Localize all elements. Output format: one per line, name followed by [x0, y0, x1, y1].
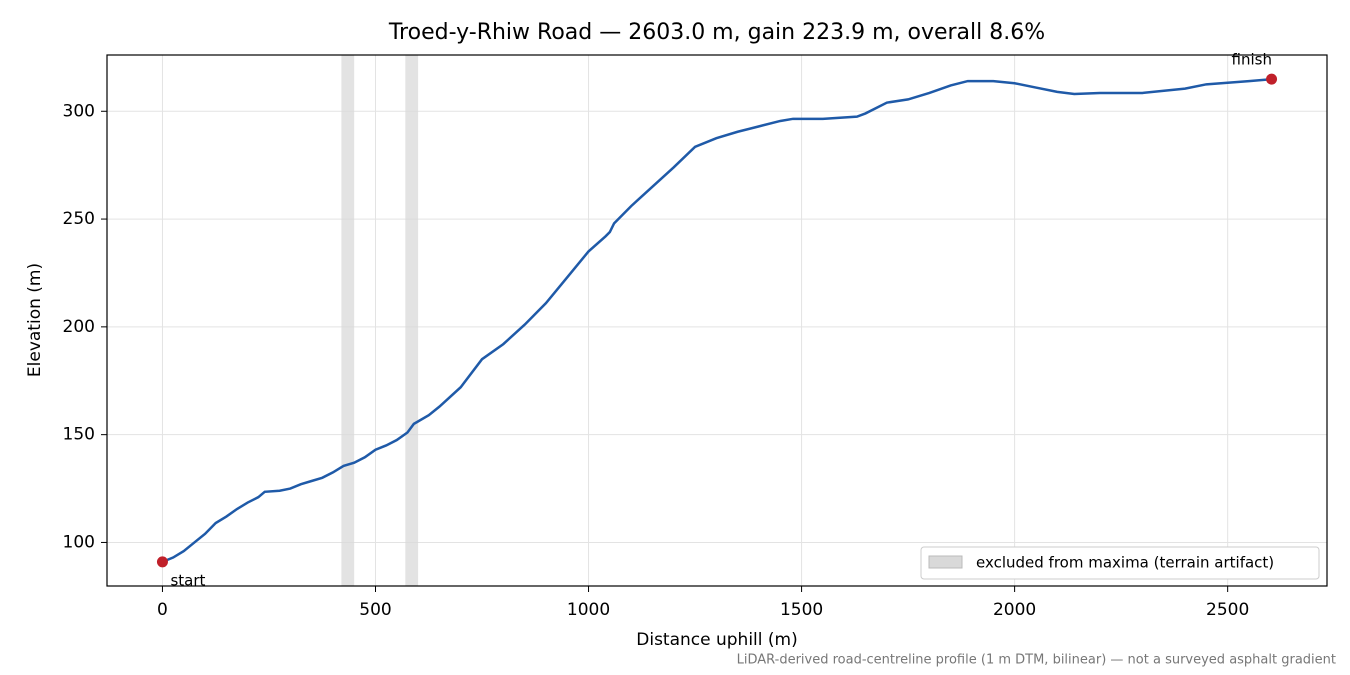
- x-tick-label: 1500: [780, 600, 823, 620]
- endpoint-marker: [156, 556, 168, 568]
- x-tick-label: 500: [359, 600, 391, 620]
- legend-swatch: [928, 555, 963, 569]
- x-tick-label: 1000: [567, 600, 610, 620]
- y-tick-label: 100: [63, 532, 95, 552]
- x-tick-label: 0: [157, 600, 168, 620]
- x-tick-label: 2500: [1206, 600, 1249, 620]
- x-tick-label: 2000: [993, 600, 1036, 620]
- plot-frame: [106, 54, 1328, 587]
- legend-label: excluded from maxima (terrain artifact): [976, 554, 1274, 572]
- elevation-line: [161, 77, 1272, 564]
- footnote: LiDAR-derived road-centreline profile (1…: [737, 653, 1336, 668]
- x-axis-label: Distance uphill (m): [636, 630, 797, 650]
- y-tick-label: 150: [63, 425, 95, 445]
- y-tick-label: 300: [63, 101, 95, 121]
- endpoint-label: start: [170, 571, 205, 589]
- y-tick-label: 250: [63, 209, 95, 229]
- excluded-span: [405, 55, 419, 586]
- legend-box: [920, 546, 1320, 580]
- chart-title: Troed-y-Rhiw Road — 2603.0 m, gain 223.9…: [388, 20, 1045, 45]
- y-tick-label: 200: [63, 317, 95, 337]
- endpoint-marker: [1266, 73, 1278, 85]
- y-axis-label: Elevation (m): [25, 263, 45, 377]
- excluded-span: [341, 55, 355, 586]
- endpoint-label: finish: [1232, 51, 1272, 69]
